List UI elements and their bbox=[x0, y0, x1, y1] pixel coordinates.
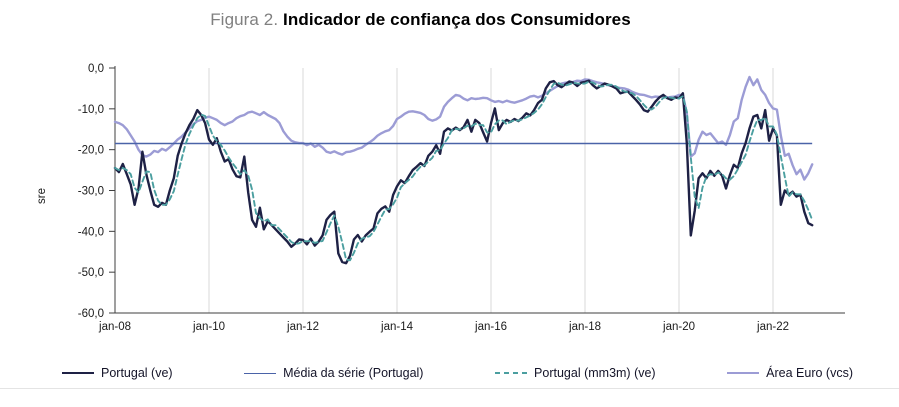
legend-item-area-euro: Área Euro (vcs) bbox=[727, 366, 853, 380]
legend-label: Portugal (ve) bbox=[101, 366, 173, 380]
svg-text:jan-18: jan-18 bbox=[568, 321, 601, 333]
legend-label: Média da série (Portugal) bbox=[283, 366, 424, 380]
purple-line-swatch bbox=[727, 372, 760, 374]
figure-number: Figura 2. bbox=[210, 10, 279, 29]
figure-title: Figura 2. Indicador de confiança dos Con… bbox=[0, 10, 899, 30]
svg-text:jan-14: jan-14 bbox=[380, 321, 414, 333]
svg-text:jan-08: jan-08 bbox=[98, 321, 131, 333]
legend-item-portugal-ve: Portugal (ve) bbox=[62, 366, 173, 380]
legend-item-media-serie: Média da série (Portugal) bbox=[244, 366, 423, 380]
svg-text:0,0: 0,0 bbox=[88, 63, 104, 75]
blue-line-swatch bbox=[244, 372, 277, 374]
svg-text:-30,0: -30,0 bbox=[78, 186, 104, 198]
svg-text:jan-20: jan-20 bbox=[662, 321, 695, 333]
legend-item-portugal-mm3m: Portugal (mm3m) (ve) bbox=[495, 366, 656, 380]
svg-text:sre: sre bbox=[36, 188, 48, 204]
navy-line-swatch bbox=[62, 372, 94, 374]
svg-text:jan-16: jan-16 bbox=[474, 321, 507, 333]
svg-text:jan-10: jan-10 bbox=[192, 321, 225, 333]
legend-label: Área Euro (vcs) bbox=[766, 366, 853, 380]
svg-text:-50,0: -50,0 bbox=[78, 267, 104, 279]
svg-text:-40,0: -40,0 bbox=[78, 226, 104, 238]
legend-label: Portugal (mm3m) (ve) bbox=[534, 366, 656, 380]
chart-legend: Portugal (ve) Média da série (Portugal) … bbox=[62, 366, 853, 380]
svg-text:-10,0: -10,0 bbox=[78, 104, 104, 116]
svg-text:-60,0: -60,0 bbox=[78, 308, 104, 320]
figure-title-text: Indicador de confiança dos Consumidores bbox=[283, 10, 631, 29]
svg-text:-20,0: -20,0 bbox=[78, 145, 104, 157]
teal-dashed-swatch bbox=[495, 371, 528, 375]
bottom-divider bbox=[0, 388, 899, 389]
svg-text:jan-12: jan-12 bbox=[286, 321, 319, 333]
svg-text:jan-22: jan-22 bbox=[756, 321, 789, 333]
